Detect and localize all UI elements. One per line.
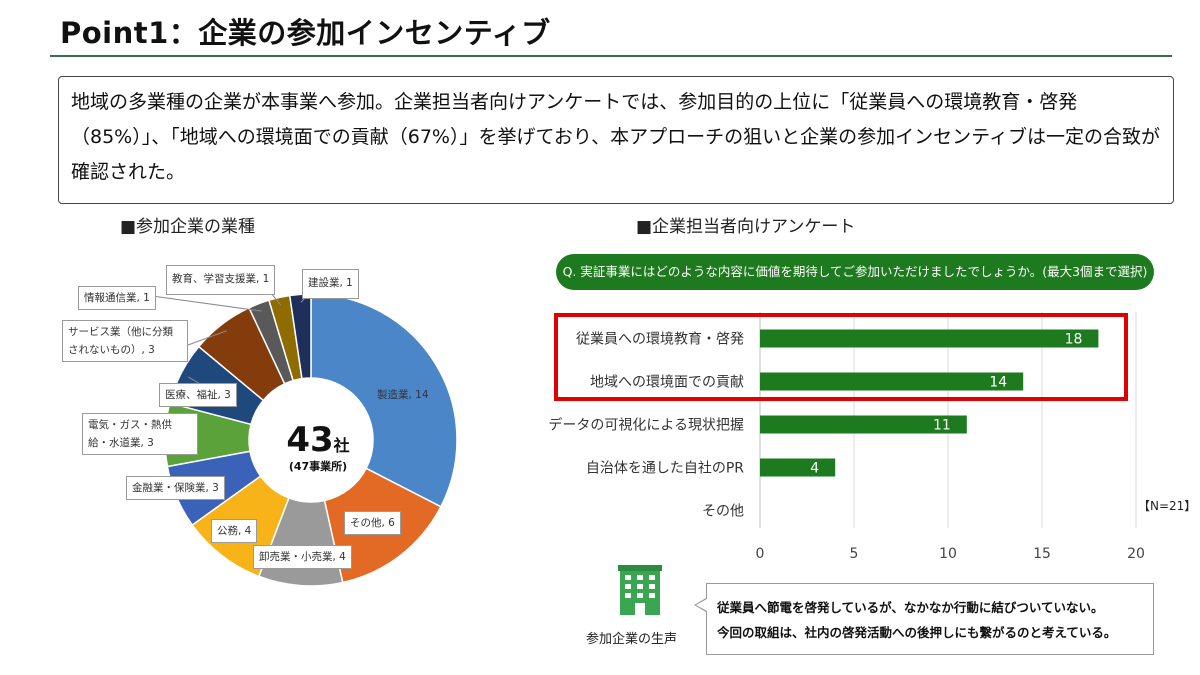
bar-x-tick-1: 5: [850, 546, 859, 562]
voice-label: 参加企業の生声: [586, 632, 678, 647]
bar-value-label-1: 14: [989, 375, 1007, 391]
survey-bar-chart: 18 14 11 4 従業員への環境教育・啓発地域への環境面での貢献データの可視化によ…: [548, 312, 1145, 562]
pie-section-heading: ■参加企業の業種: [120, 217, 256, 237]
bar-0: [760, 329, 1099, 348]
highlight-box: [554, 313, 1128, 401]
pie-leader-line-8: [151, 295, 262, 312]
bar-value-label-2: 11: [933, 418, 951, 434]
bar-category-label-1: 地域への環境面での貢献: [590, 375, 744, 391]
pie-label-finance-insurance: 金融業・保険業, 3: [126, 476, 225, 500]
total-companies-unit: 社: [333, 436, 350, 455]
company-voice-bubble: 従業員へ節電を啓発しているが、なかなか行動に結びついていない。 今回の取組は、社…: [706, 583, 1154, 655]
pie-label-info-comm: 情報通信業, 1: [78, 286, 156, 310]
building-icon: [618, 565, 662, 615]
total-sites: (47事業所): [288, 460, 348, 473]
bar-section-heading: ■企業担当者向けアンケート: [636, 217, 856, 237]
survey-question: Q. 実証事業にはどのような内容に価値を期待してご参加いただけましたでしょうか。…: [556, 254, 1154, 290]
bar-x-tick-0: 0: [756, 546, 765, 562]
pie-slice-0: [310, 293, 458, 508]
pie-label-construction: 建設業, 1: [302, 269, 359, 299]
pie-label-utilities: 電気・ガス・熱供給・水道業, 3: [82, 413, 198, 455]
bar-1: [760, 372, 1024, 391]
bar-value-label-0: 18: [1065, 332, 1083, 348]
bar-category-label-0: 従業員への環境教育・啓発: [576, 332, 744, 348]
pie-label-education: 教育、学習支援業, 1: [166, 265, 276, 295]
bar-value-label-3: 4: [810, 461, 819, 477]
pie-label-other: その他, 6: [344, 511, 401, 535]
bar-2: [760, 415, 967, 434]
bar-x-tick-3: 15: [1033, 546, 1051, 562]
summary-box: 地域の多業種の企業が本事業へ参加。企業担当者向けアンケートでは、参加目的の上位に…: [58, 76, 1174, 204]
total-companies-number: 43: [286, 420, 334, 460]
bar-x-tick-2: 10: [939, 546, 957, 562]
bar-category-label-4: その他: [702, 504, 744, 520]
pie-label-medical-welfare: 医療、福祉, 3: [159, 383, 237, 407]
pie-label-services: サービス業（他に分類されないもの）, 3: [62, 320, 188, 362]
bar-category-label-2: データの可視化による現状把握: [548, 417, 744, 434]
bar-x-tick-4: 20: [1127, 546, 1145, 562]
pie-leader-line-7: [187, 330, 227, 346]
page-title: Point1：企業の参加インセンティブ: [60, 16, 551, 50]
donut-center-total: 43社 (47事業所): [258, 420, 378, 474]
pie-label-public-service: 公務, 4: [211, 519, 258, 543]
pie-label-wholesale-retail: 卸売業・小売業, 4: [253, 545, 352, 569]
voice-line-1: 従業員へ節電を啓発しているが、なかなか行動に結びついていない。: [717, 600, 1104, 615]
pie-label-manufacturing: 製造業, 14: [377, 389, 429, 401]
voice-line-2: 今回の取組は、社内の啓発活動への後押しにも繋がるのと考えている。: [717, 625, 1117, 640]
bar-category-label-3: 自治体を通した自社のPR: [586, 461, 744, 477]
sample-size-label: 【N=21】: [1138, 499, 1197, 513]
bar-3: [760, 458, 836, 477]
title-divider: [50, 55, 1172, 57]
speech-bubble-tail-inner: [696, 599, 707, 611]
pie-slice-10: [288, 293, 312, 380]
